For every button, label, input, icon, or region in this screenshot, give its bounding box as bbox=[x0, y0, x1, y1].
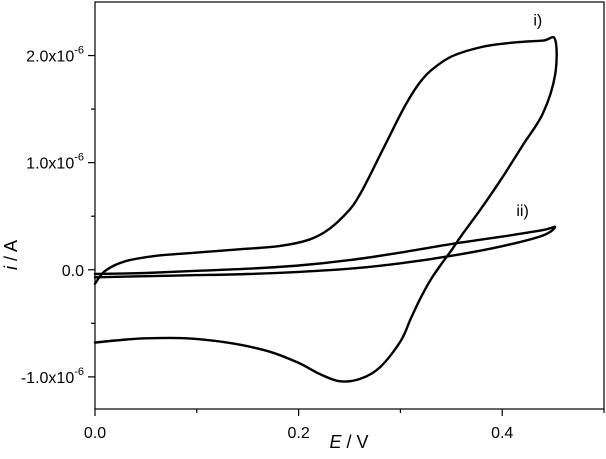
y-tick-label: -1.0x10-6 bbox=[21, 366, 84, 387]
x-tick-label: 0.2 bbox=[287, 425, 309, 442]
y-tick-exponent: -6 bbox=[74, 366, 84, 378]
plot-frame bbox=[94, 1, 605, 410]
y-tick-mantissa: 0.0 bbox=[62, 263, 84, 280]
series-ii-curve bbox=[93, 225, 557, 279]
y-axis-label-unit: / A bbox=[1, 240, 21, 266]
series-i-curve bbox=[93, 35, 558, 383]
x-tick-label: 0.4 bbox=[491, 425, 513, 442]
series-i-label: i) bbox=[533, 13, 542, 30]
x-axis-label: E / V bbox=[329, 432, 368, 452]
x-tick-label: 0.0 bbox=[84, 425, 106, 442]
tick-labels: 0.0 0.2 0.4-1.0x10-60.01.0x10-62.0x10-6i)i… bbox=[21, 13, 542, 442]
y-tick-mantissa: 2.0x10 bbox=[26, 49, 74, 66]
y-tick-exponent: -6 bbox=[74, 45, 84, 57]
series-ii-label: ii) bbox=[516, 203, 528, 220]
y-tick-label: 2.0x10-6 bbox=[26, 45, 84, 66]
y-tick-label: 0.0 bbox=[62, 263, 84, 280]
y-tick-mantissa: -1.0x10 bbox=[21, 370, 74, 387]
x-axis-label-italic: E bbox=[329, 432, 342, 452]
plot-area-border bbox=[94, 1, 605, 410]
y-tick-mantissa: 1.0x10 bbox=[26, 156, 74, 173]
y-axis-label-italic: i bbox=[1, 265, 21, 270]
series-layer bbox=[93, 35, 558, 383]
y-tick-label: 1.0x10-6 bbox=[26, 152, 84, 173]
y-tick-exponent: -6 bbox=[74, 152, 84, 164]
axis-ticks bbox=[88, 54, 605, 416]
x-axis-label-unit: / V bbox=[342, 432, 369, 452]
y-axis-label: i / A bbox=[1, 240, 21, 270]
